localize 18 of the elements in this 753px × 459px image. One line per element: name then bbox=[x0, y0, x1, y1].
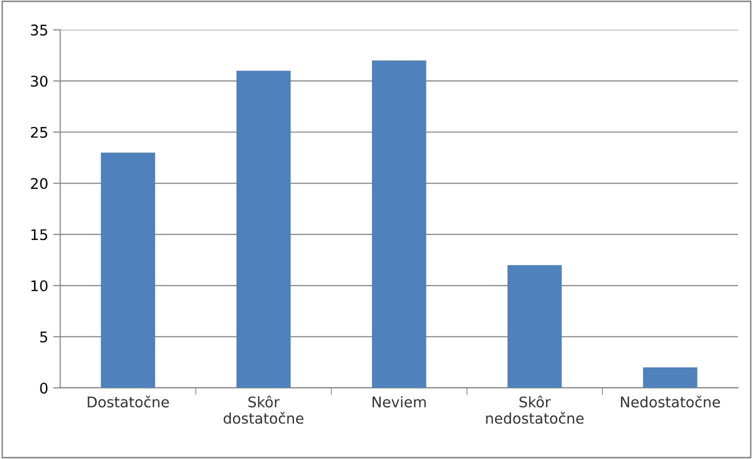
x-tick-label: Nedostatočne bbox=[621, 396, 720, 408]
x-tick-label: Neviem bbox=[372, 396, 426, 408]
bar bbox=[236, 70, 291, 388]
y-tick-label: 10 bbox=[31, 280, 48, 292]
bar bbox=[100, 152, 156, 388]
x-tick-label: Skôr nedostatočne bbox=[486, 396, 584, 424]
y-tick-label: 35 bbox=[30, 24, 48, 36]
bar bbox=[508, 265, 562, 388]
y-tick-label: 20 bbox=[30, 178, 48, 190]
x-tick-label: Skôr dostatočne bbox=[224, 396, 304, 424]
y-tick-label: 30 bbox=[30, 76, 48, 87]
bar bbox=[372, 60, 426, 388]
y-tick-label: 0 bbox=[40, 382, 48, 394]
bar bbox=[643, 367, 698, 388]
y-tick-label: 5 bbox=[40, 332, 48, 342]
y-tick-label: 25 bbox=[30, 126, 48, 138]
x-tick-label: Dostatočne bbox=[88, 396, 169, 408]
y-tick-label: 15 bbox=[31, 229, 48, 240]
